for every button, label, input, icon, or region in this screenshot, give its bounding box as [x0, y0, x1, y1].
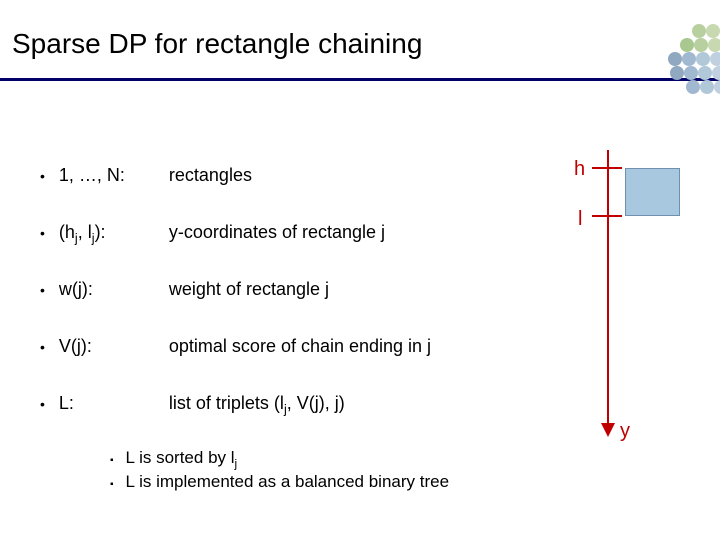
- decoration-dot-icon: [682, 52, 696, 66]
- l-label: l: [578, 208, 582, 231]
- decoration-dot-icon: [686, 80, 700, 94]
- decoration-dot-icon: [700, 80, 714, 94]
- bullet-dot-icon: •: [40, 225, 45, 241]
- y-axis-line: [607, 150, 609, 425]
- decoration-dot-icon: [684, 66, 698, 80]
- bullet-2: • (hj, lj): y-coordinates of rectangle j: [40, 222, 385, 246]
- bullet-1-desc: rectangles: [169, 165, 252, 186]
- decoration-dot-icon: [670, 66, 684, 80]
- decoration-dot-icon: [680, 38, 694, 52]
- bullet-5-desc: list of triplets (lj, V(j), j): [169, 393, 345, 417]
- bullet-2-term: (hj, lj):: [59, 222, 169, 246]
- arrow-down-icon: [601, 423, 615, 437]
- rectangle-shape: [625, 168, 680, 216]
- bullet-3-desc: weight of rectangle j: [169, 279, 329, 300]
- sub-bullet-square-icon: ▪: [110, 479, 114, 490]
- sub-bullet-1-text: L is sorted by lj: [126, 448, 238, 470]
- corner-decoration: [620, 20, 720, 100]
- h-label: h: [574, 158, 585, 181]
- slide-title: Sparse DP for rectangle chaining: [12, 28, 422, 60]
- sub-bullet-2-text: L is implemented as a balanced binary tr…: [126, 472, 450, 492]
- l-tick-mark: [592, 215, 622, 217]
- bullet-1-term: 1, …, N:: [59, 165, 169, 186]
- bullet-dot-icon: •: [40, 396, 45, 412]
- decoration-dot-icon: [710, 52, 720, 66]
- decoration-dot-icon: [692, 24, 706, 38]
- rectangle-diagram: h l y: [580, 150, 715, 450]
- bullet-5-term: L:: [59, 393, 169, 414]
- bullet-4-term: V(j):: [59, 336, 169, 357]
- decoration-dot-icon: [696, 52, 710, 66]
- bullet-4: • V(j): optimal score of chain ending in…: [40, 336, 431, 357]
- bullet-5: • L: list of triplets (lj, V(j), j): [40, 393, 345, 417]
- decoration-dot-icon: [698, 66, 712, 80]
- sub-bullet-1: ▪ L is sorted by lj: [110, 448, 237, 470]
- decoration-dot-icon: [714, 80, 720, 94]
- decoration-dot-icon: [694, 38, 708, 52]
- bullet-4-desc: optimal score of chain ending in j: [169, 336, 431, 357]
- decoration-dot-icon: [708, 38, 720, 52]
- decoration-dot-icon: [712, 66, 720, 80]
- bullet-3: • w(j): weight of rectangle j: [40, 279, 329, 300]
- decoration-dot-icon: [668, 52, 682, 66]
- y-label: y: [620, 420, 630, 443]
- bullet-dot-icon: •: [40, 168, 45, 184]
- h-tick-mark: [592, 167, 622, 169]
- sub-bullet-2: ▪ L is implemented as a balanced binary …: [110, 472, 449, 492]
- title-underline: [0, 78, 720, 81]
- decoration-dot-icon: [706, 24, 720, 38]
- bullet-dot-icon: •: [40, 339, 45, 355]
- sub-bullet-square-icon: ▪: [110, 455, 114, 466]
- bullet-2-desc: y-coordinates of rectangle j: [169, 222, 385, 243]
- bullet-1: • 1, …, N: rectangles: [40, 165, 252, 186]
- bullet-3-term: w(j):: [59, 279, 169, 300]
- bullet-dot-icon: •: [40, 282, 45, 298]
